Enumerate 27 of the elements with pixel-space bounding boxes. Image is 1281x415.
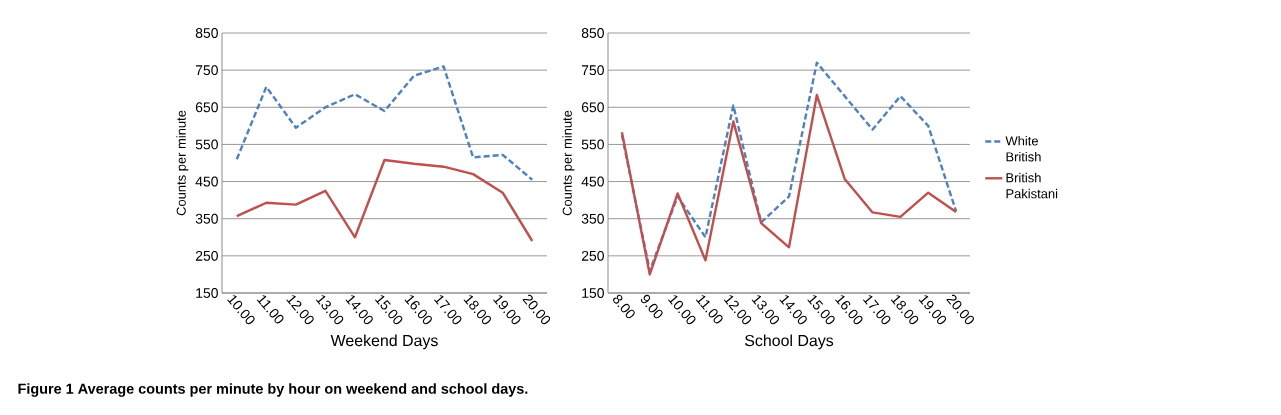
y-tick-label: 550 bbox=[195, 139, 218, 150]
y-axis-title: Counts per minute bbox=[176, 110, 189, 216]
y-axis-title: Counts per minute bbox=[562, 110, 575, 216]
x-axis-title: School Days bbox=[744, 334, 834, 350]
line-series bbox=[235, 65, 534, 181]
y-tick-label: 650 bbox=[195, 102, 218, 113]
line-series bbox=[620, 61, 958, 272]
legend-label: British Pakistani bbox=[1006, 172, 1058, 199]
x-axis-title: Weekend Days bbox=[330, 334, 438, 350]
y-tick-label: 350 bbox=[195, 213, 218, 224]
y-tick-label: 850 bbox=[581, 28, 604, 38]
y-tick-label: 750 bbox=[581, 65, 604, 76]
caption: Figure 1 Average counts per minute by hour on weekend and school days. bbox=[18, 383, 528, 397]
y-tick-label: 550 bbox=[581, 139, 604, 150]
y-tick-label: 250 bbox=[581, 250, 604, 261]
y-tick-label: 650 bbox=[581, 102, 604, 113]
legend-label: White British bbox=[1005, 135, 1041, 162]
y-tick-label: 150 bbox=[582, 288, 604, 298]
y-tick-label: 750 bbox=[195, 65, 218, 76]
y-tick-label: 250 bbox=[195, 250, 218, 261]
y-tick-label: 450 bbox=[581, 176, 604, 187]
y-tick-label: 150 bbox=[196, 288, 218, 298]
y-tick-label: 850 bbox=[195, 28, 218, 38]
y-tick-label: 450 bbox=[195, 176, 218, 187]
line-series bbox=[235, 158, 534, 243]
y-tick-label: 350 bbox=[581, 213, 604, 224]
line-series bbox=[620, 93, 958, 276]
